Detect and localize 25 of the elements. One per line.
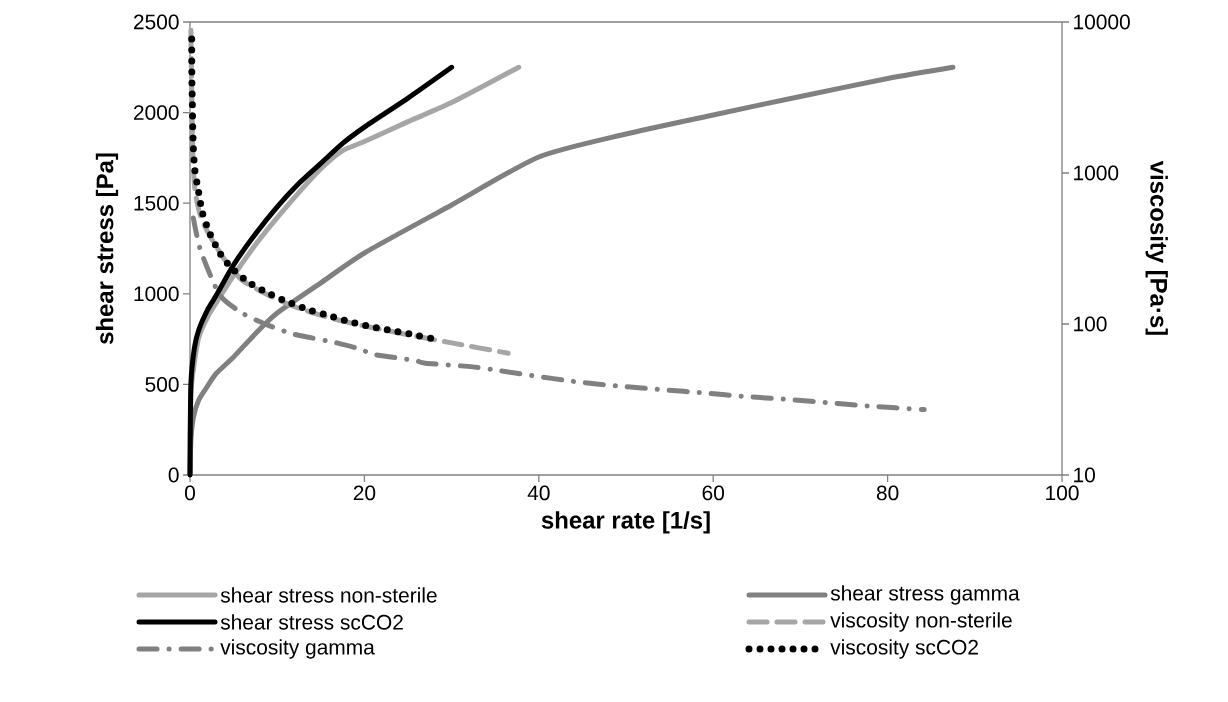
x-tick-label: 80 <box>876 485 899 501</box>
legend-label: shear stress non-sterile <box>220 587 437 603</box>
x-tick-label: 100 <box>1046 485 1079 501</box>
legend-label: shear stress gamma <box>830 585 1020 605</box>
legend-label: viscosity scCO2 <box>830 639 978 659</box>
y-tick-label: 1500 <box>134 195 179 211</box>
legend-label: shear stress scCO2 <box>220 614 403 630</box>
y2-tick-label: 10000 <box>1074 14 1130 30</box>
y-tick-label: 2000 <box>134 105 179 120</box>
x-tick-label: 0 <box>185 485 195 501</box>
y2-tick-label: 10 <box>1074 467 1095 483</box>
x-axis-title: shear rate [1/s] <box>541 511 710 534</box>
y-tick-label: 1000 <box>134 286 179 302</box>
legend-label: viscosity gamma <box>220 639 375 659</box>
y-axis-title: shear stress [Pa] <box>95 153 119 344</box>
y-tick-label: 2500 <box>134 14 179 30</box>
y-tick-label: 0 <box>168 467 179 483</box>
x-tick-label: 40 <box>527 485 550 501</box>
y-tick-label: 500 <box>145 376 179 392</box>
x-tick-label: 60 <box>702 485 725 501</box>
y2-tick-label: 1000 <box>1074 165 1119 181</box>
y2-tick-label: 100 <box>1074 316 1107 332</box>
legend-label: viscosity non-sterile <box>830 612 1012 632</box>
y2-axis-title: viscosity [Pa·s] <box>1145 160 1168 335</box>
x-tick-label: 20 <box>353 485 376 501</box>
